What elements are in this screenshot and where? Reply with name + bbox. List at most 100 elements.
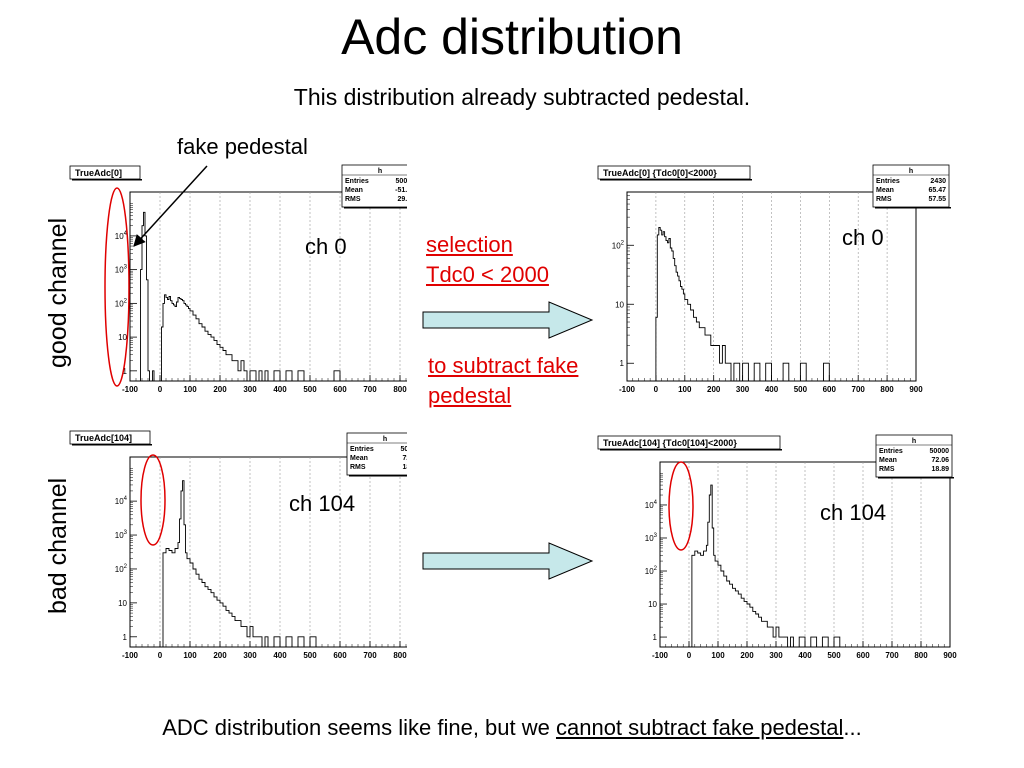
stats-value: 18.89 bbox=[402, 464, 407, 471]
channel-label-ch0-right: ch 0 bbox=[842, 225, 884, 250]
x-tick-label: 600 bbox=[333, 385, 347, 394]
stats-value: 65.47 bbox=[928, 187, 946, 194]
subtract-label-line1: to subtract fake bbox=[428, 353, 579, 378]
x-tick-label: 100 bbox=[183, 651, 197, 660]
stats-box: h Entries 50000 Mean -51.64 RMS 29.74 bbox=[341, 164, 407, 209]
slide-title: Adc distribution bbox=[341, 9, 683, 65]
x-tick-label: 100 bbox=[183, 385, 197, 394]
x-tick-label: 0 bbox=[654, 385, 659, 394]
subtract-label-line2: pedestal bbox=[428, 383, 512, 408]
x-tick-label: 600 bbox=[856, 651, 870, 660]
selection-label: selection bbox=[426, 232, 513, 257]
stats-box-frame bbox=[341, 164, 407, 208]
y-tick-label: 10 bbox=[648, 600, 657, 609]
x-tick-label: 400 bbox=[273, 385, 287, 394]
stats-value: 50000 bbox=[396, 178, 407, 185]
title-box-shadow bbox=[600, 179, 752, 181]
stats-value: 50000 bbox=[401, 446, 407, 453]
channel-label-ch104-left: ch 104 bbox=[289, 491, 356, 516]
x-tick-label: -100 bbox=[122, 651, 139, 660]
x-tick-label: 500 bbox=[303, 651, 317, 660]
x-tick-label: 0 bbox=[158, 385, 163, 394]
stats-value: 18.89 bbox=[931, 466, 949, 473]
y-tick-label: 102 bbox=[115, 298, 128, 308]
stats-header: h bbox=[378, 168, 382, 175]
histogram-line bbox=[130, 480, 407, 648]
fake-pedestal-pointer-arrow bbox=[133, 165, 208, 247]
x-tick-label: 0 bbox=[687, 651, 692, 660]
peak-ellipse-ch104-right bbox=[668, 461, 694, 551]
footer-suffix: ... bbox=[843, 715, 862, 740]
stats-header: h bbox=[909, 168, 913, 175]
y-tick-label: 103 bbox=[115, 530, 128, 540]
stats-label: Mean bbox=[876, 187, 894, 194]
x-tick-label: 200 bbox=[213, 385, 227, 394]
block-arrow-top bbox=[422, 301, 594, 339]
title-box-shadow bbox=[600, 449, 782, 451]
stats-box: h Entries 50000 Mean 72.06 RMS 18.89 bbox=[875, 434, 954, 479]
x-tick-label: 100 bbox=[711, 651, 725, 660]
stats-value: 57.55 bbox=[928, 196, 946, 203]
histogram-line bbox=[627, 227, 916, 382]
stats-box-shadow bbox=[344, 207, 407, 209]
x-tick-label: 500 bbox=[303, 385, 317, 394]
footer-prefix: ADC distribution seems like fine, but we bbox=[162, 715, 556, 740]
histogram-title-box: TrueAdc[0] bbox=[69, 165, 142, 181]
stats-label: Mean bbox=[345, 187, 363, 194]
stats-label: Entries bbox=[876, 178, 900, 185]
x-tick-label: 400 bbox=[798, 651, 812, 660]
stats-value: 50000 bbox=[930, 448, 950, 455]
x-tick-label: 800 bbox=[393, 385, 407, 394]
x-tick-label: 900 bbox=[909, 385, 923, 394]
title-box-shadow bbox=[72, 444, 152, 446]
x-tick-label: 800 bbox=[914, 651, 928, 660]
stats-box-frame bbox=[875, 434, 953, 478]
x-tick-label: 0 bbox=[158, 651, 163, 660]
x-tick-label: 700 bbox=[852, 385, 866, 394]
histogram-title-box: TrueAdc[104] {Tdc0[104]<2000} bbox=[597, 435, 782, 451]
fake-pedestal-label: fake pedestal bbox=[177, 134, 308, 159]
block-arrow-bottom bbox=[422, 542, 594, 580]
y-tick-label: 10 bbox=[118, 333, 127, 342]
slide-subtitle: This distribution already subtracted ped… bbox=[293, 84, 751, 110]
y-tick-label: 10 bbox=[118, 599, 127, 608]
stats-box-frame bbox=[872, 164, 950, 208]
stats-box-shadow bbox=[878, 477, 954, 479]
channel-label-ch104-right: ch 104 bbox=[820, 500, 887, 525]
x-tick-label: 700 bbox=[885, 651, 899, 660]
stats-label: RMS bbox=[350, 464, 366, 471]
footer-underlined: cannot subtract fake pedestal bbox=[555, 715, 844, 740]
stats-box-shadow bbox=[875, 207, 951, 209]
histogram-line bbox=[660, 484, 950, 648]
x-tick-label: -100 bbox=[122, 385, 139, 394]
stats-label: Entries bbox=[345, 178, 369, 185]
peak-ellipse-ch104-left bbox=[140, 454, 166, 546]
y-tick-label: 102 bbox=[115, 564, 128, 574]
stats-box: h Entries 50000 Mean 72.06 RMS 18.89 bbox=[346, 432, 407, 477]
x-tick-label: 400 bbox=[765, 385, 779, 394]
stats-box: h Entries 2430 Mean 65.47 RMS 57.55 bbox=[872, 164, 951, 209]
histogram-title: TrueAdc[104] {Tdc0[104]<2000} bbox=[603, 438, 737, 448]
histogram-line bbox=[130, 211, 407, 382]
y-tick-label: 10 bbox=[615, 300, 624, 309]
x-tick-label: 900 bbox=[943, 651, 957, 660]
y-tick-label: 102 bbox=[645, 566, 658, 576]
stats-label: RMS bbox=[879, 466, 895, 473]
stats-label: RMS bbox=[876, 196, 892, 203]
stats-value: 72.06 bbox=[931, 457, 949, 464]
x-tick-label: -100 bbox=[652, 651, 669, 660]
x-tick-label: 500 bbox=[827, 651, 841, 660]
x-tick-label: 200 bbox=[707, 385, 721, 394]
histogram-title: TrueAdc[0] {Tdc0[0]<2000} bbox=[603, 168, 717, 178]
histogram-title-box: TrueAdc[0] {Tdc0[0]<2000} bbox=[597, 165, 752, 181]
y-tick-label: 102 bbox=[612, 240, 625, 250]
histogram-title: TrueAdc[104] bbox=[75, 433, 132, 443]
stats-header: h bbox=[912, 438, 916, 445]
stats-box-frame bbox=[346, 432, 407, 476]
fake-pedestal-ellipse bbox=[104, 187, 130, 387]
y-tick-label: 1 bbox=[620, 359, 625, 368]
channel-label-ch0-left: ch 0 bbox=[305, 234, 347, 259]
stats-label: Entries bbox=[350, 446, 374, 453]
x-tick-label: 600 bbox=[333, 651, 347, 660]
